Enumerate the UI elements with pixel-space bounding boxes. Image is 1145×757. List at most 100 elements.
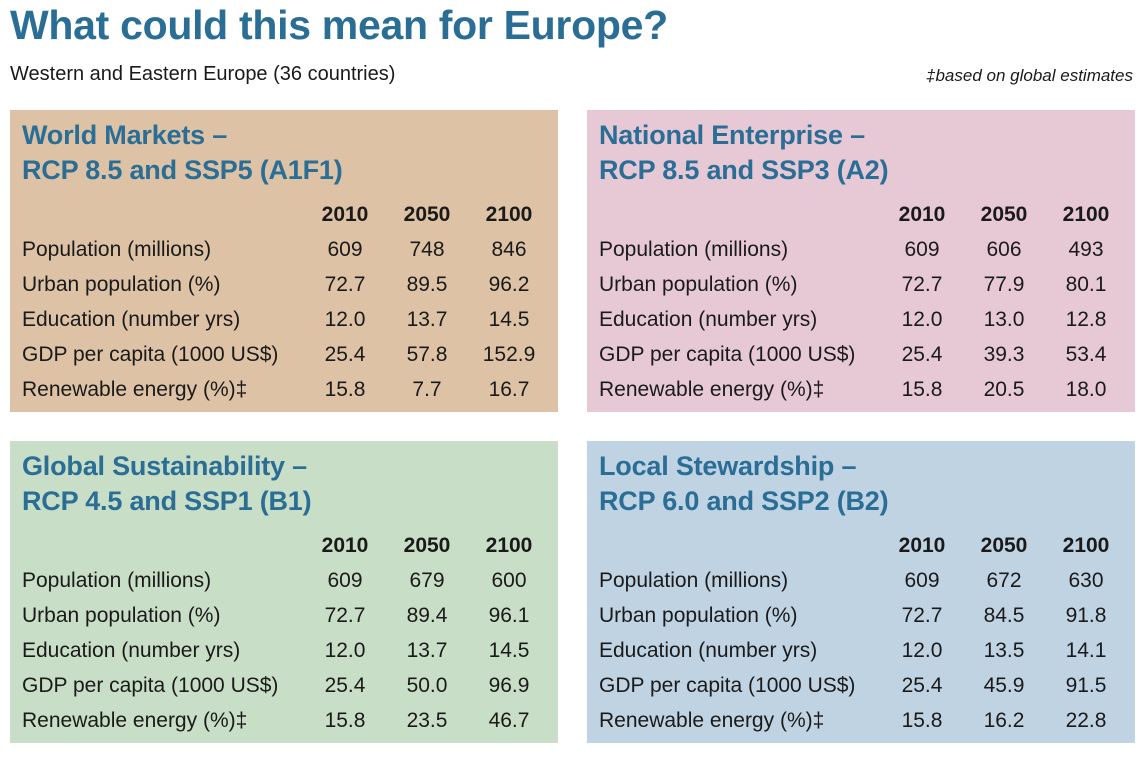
table-row: Renewable energy (%)‡ 15.8 20.5 18.0: [599, 372, 1127, 407]
cell-value: 13.7: [406, 308, 448, 331]
column-header-year: 2050: [980, 203, 1028, 226]
cell-value: 609: [327, 569, 363, 592]
row-label: GDP per capita (1000 US$): [22, 674, 279, 697]
column-header-empty: [599, 197, 881, 232]
cell-value: 12.8: [1065, 308, 1107, 331]
cell-value: 22.8: [1065, 709, 1107, 732]
cell-value: 72.7: [324, 273, 366, 296]
table-header-row: 2010 2050 2100: [22, 528, 550, 563]
scenario-title: World Markets – RCP 8.5 and SSP5 (A1F1): [22, 118, 558, 188]
table-header-row: 2010 2050 2100: [599, 197, 1127, 232]
cell-value: 679: [409, 569, 445, 592]
cell-value: 25.4: [324, 343, 366, 366]
scenario-panel-local-stewardship: Local Stewardship – RCP 6.0 and SSP2 (B2…: [587, 441, 1135, 743]
cell-value: 96.1: [488, 604, 530, 627]
row-label: Renewable energy (%)‡: [599, 378, 825, 401]
table-row: Urban population (%) 72.7 89.4 96.1: [22, 598, 550, 633]
cell-value: 14.1: [1065, 639, 1107, 662]
scenario-title: Global Sustainability – RCP 4.5 and SSP1…: [22, 449, 558, 519]
column-header-year: 2100: [1062, 203, 1110, 226]
table-row: Education (number yrs) 12.0 13.7 14.5: [22, 633, 550, 668]
row-label: Education (number yrs): [599, 639, 818, 662]
scenario-table: 2010 2050 2100 Population (millions) 609…: [599, 528, 1127, 738]
scenario-title-line1: Local Stewardship –: [599, 451, 857, 481]
column-header-year: 2010: [321, 203, 369, 226]
cell-value: 12.0: [324, 639, 366, 662]
column-header-year: 2100: [1062, 534, 1110, 557]
cell-value: 25.4: [901, 343, 943, 366]
column-header-empty: [22, 528, 304, 563]
column-header-year: 2050: [403, 534, 451, 557]
row-label: GDP per capita (1000 US$): [599, 343, 856, 366]
cell-value: 630: [1068, 569, 1104, 592]
row-label: GDP per capita (1000 US$): [599, 674, 856, 697]
column-header-empty: [22, 197, 304, 232]
scenario-title-line1: World Markets –: [22, 120, 228, 150]
table-row: Population (millions) 609 672 630: [599, 563, 1127, 598]
cell-value: 7.7: [412, 378, 442, 401]
cell-value: 96.2: [488, 273, 530, 296]
table-row: Renewable energy (%)‡ 15.8 23.5 46.7: [22, 703, 550, 738]
table-row: Population (millions) 609 679 600: [22, 563, 550, 598]
cell-value: 45.9: [983, 674, 1025, 697]
scenario-table: 2010 2050 2100 Population (millions) 609…: [22, 528, 550, 738]
cell-value: 12.0: [324, 308, 366, 331]
cell-value: 77.9: [983, 273, 1025, 296]
cell-value: 25.4: [901, 674, 943, 697]
row-label: Urban population (%): [599, 273, 798, 296]
column-header-year: 2010: [321, 534, 369, 557]
table-row: Education (number yrs) 12.0 13.7 14.5: [22, 302, 550, 337]
scenario-panel-world-markets: World Markets – RCP 8.5 and SSP5 (A1F1) …: [10, 110, 558, 412]
table-row: Education (number yrs) 12.0 13.5 14.1: [599, 633, 1127, 668]
cell-value: 15.8: [324, 709, 366, 732]
cell-value: 14.5: [488, 639, 530, 662]
cell-value: 15.8: [901, 709, 943, 732]
cell-value: 12.0: [901, 639, 943, 662]
row-label: Renewable energy (%)‡: [22, 709, 248, 732]
table-row: Renewable energy (%)‡ 15.8 16.2 22.8: [599, 703, 1127, 738]
column-header-year: 2100: [485, 534, 533, 557]
cell-value: 15.8: [324, 378, 366, 401]
row-label: GDP per capita (1000 US$): [22, 343, 279, 366]
table-header-row: 2010 2050 2100: [22, 197, 550, 232]
table-row: Population (millions) 609 748 846: [22, 232, 550, 267]
table-row: GDP per capita (1000 US$) 25.4 57.8 152.…: [22, 337, 550, 372]
cell-value: 18.0: [1065, 378, 1107, 401]
row-label: Renewable energy (%)‡: [599, 709, 825, 732]
row-label: Population (millions): [22, 569, 212, 592]
scenario-table: 2010 2050 2100 Population (millions) 609…: [22, 197, 550, 407]
row-label: Renewable energy (%)‡: [22, 378, 248, 401]
cell-value: 89.5: [406, 273, 448, 296]
column-header-year: 2010: [898, 203, 946, 226]
column-header-year: 2100: [485, 203, 533, 226]
table-row: GDP per capita (1000 US$) 25.4 45.9 91.5: [599, 668, 1127, 703]
footnote: ‡based on global estimates: [926, 66, 1133, 85]
cell-value: 23.5: [406, 709, 448, 732]
scenario-title-line2: RCP 6.0 and SSP2 (B2): [599, 486, 889, 516]
cell-value: 57.8: [406, 343, 448, 366]
cell-value: 84.5: [983, 604, 1025, 627]
table-row: Urban population (%) 72.7 89.5 96.2: [22, 267, 550, 302]
scenario-title-line2: RCP 8.5 and SSP3 (A2): [599, 155, 889, 185]
column-header-year: 2010: [898, 534, 946, 557]
table-header-row: 2010 2050 2100: [599, 528, 1127, 563]
row-label: Education (number yrs): [22, 308, 241, 331]
cell-value: 91.8: [1065, 604, 1107, 627]
scenario-panel-national-enterprise: National Enterprise – RCP 8.5 and SSP3 (…: [587, 110, 1135, 412]
column-header-year: 2050: [403, 203, 451, 226]
cell-value: 46.7: [488, 709, 530, 732]
column-header-empty: [599, 528, 881, 563]
table-row: Urban population (%) 72.7 77.9 80.1: [599, 267, 1127, 302]
cell-value: 606: [986, 238, 1022, 261]
row-label: Population (millions): [22, 238, 212, 261]
cell-value: 493: [1068, 238, 1104, 261]
row-label: Education (number yrs): [22, 639, 241, 662]
scenario-table: 2010 2050 2100 Population (millions) 609…: [599, 197, 1127, 407]
cell-value: 25.4: [324, 674, 366, 697]
cell-value: 96.9: [488, 674, 530, 697]
scenario-title: Local Stewardship – RCP 6.0 and SSP2 (B2…: [599, 449, 1135, 519]
cell-value: 609: [904, 569, 940, 592]
cell-value: 91.5: [1065, 674, 1107, 697]
cell-value: 600: [491, 569, 527, 592]
row-label: Urban population (%): [22, 604, 221, 627]
